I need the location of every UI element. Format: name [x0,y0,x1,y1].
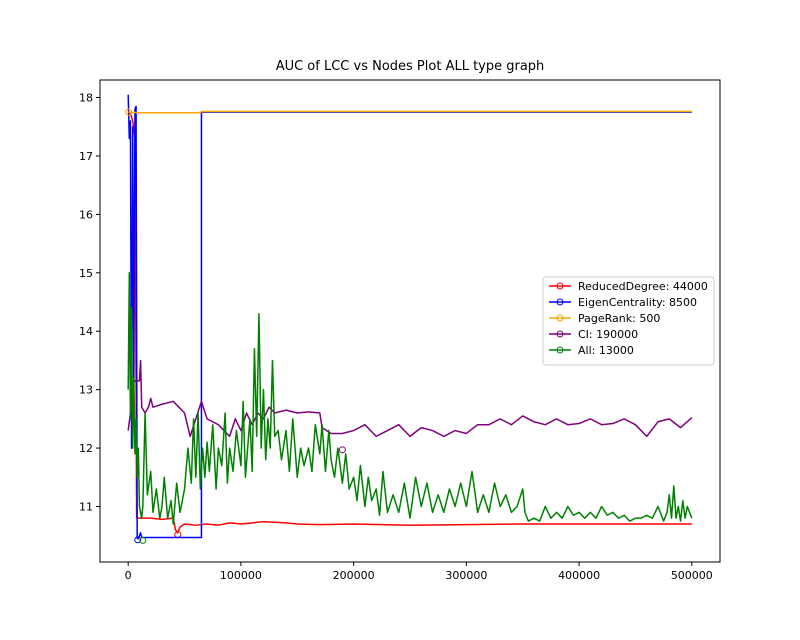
legend-label: EigenCentrality: 8500 [578,296,697,309]
y-tick-label: 15 [79,267,93,280]
legend-label: ReducedDegree: 44000 [578,280,708,293]
y-axis: 11 12 13 14 15 16 17 18 [79,92,100,513]
y-tick-label: 16 [79,208,93,221]
x-tick-label: 500000 [671,569,713,582]
series-marker-4 [139,536,147,544]
series-line-0 [127,111,692,534]
legend: ReducedDegree: 44000 EigenCentrality: 850… [542,276,715,366]
x-tick-label: 400000 [558,569,600,582]
x-tick-label: 200000 [333,569,375,582]
legend-marker [556,298,564,306]
x-tick-label: 0 [125,569,132,582]
y-tick-label: 18 [79,92,93,105]
y-tick-label: 14 [79,325,93,338]
x-tick-label: 300000 [445,569,487,582]
legend-label: PageRank: 500 [578,312,660,325]
x-axis: 0 100000 200000 300000 400000 500000 [125,562,713,582]
series-marker-1 [134,536,142,544]
series-line-2 [128,110,692,114]
series-layer [125,94,693,544]
series-marker-2 [125,108,133,116]
legend-label: CI: 190000 [578,328,638,341]
legend-marker [556,282,564,290]
legend-box [542,276,715,366]
series-line-1 [127,94,692,540]
plot-frame [99,79,721,563]
legend-label: All: 13000 [578,344,634,357]
series-line-4 [127,272,693,525]
series-marker-3 [338,446,346,454]
y-tick-label: 11 [79,500,93,513]
y-tick-label: 13 [79,384,93,397]
chart-title: AUC of LCC vs Nodes Plot ALL type graph [276,59,545,74]
x-tick-label: 100000 [220,569,262,582]
y-tick-label: 17 [79,150,93,163]
legend-marker [556,346,564,354]
legend-marker [556,330,564,338]
legend-marker [556,314,564,322]
y-tick-label: 12 [79,442,93,455]
